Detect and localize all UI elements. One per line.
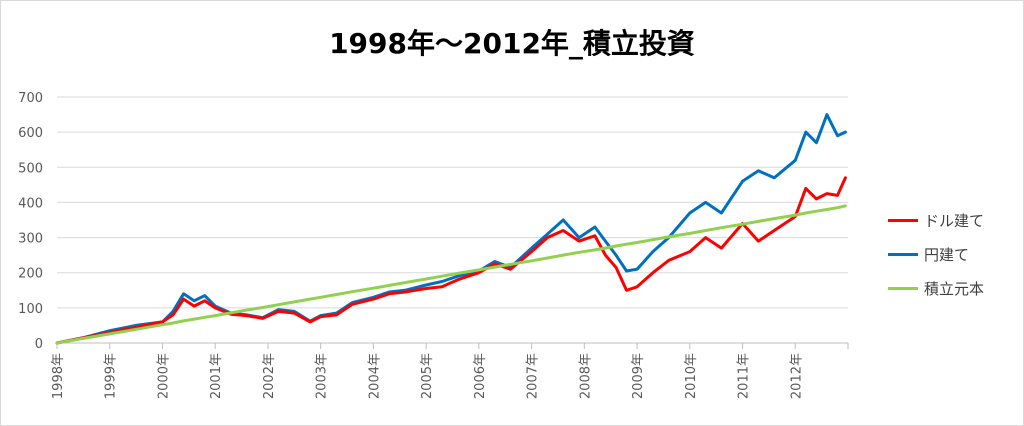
x-tick-label: 2000年: [156, 353, 171, 399]
chart-title: 1998年～2012年_積立投資: [329, 27, 695, 60]
legend-label-yen: 円建て: [924, 245, 970, 264]
legend-item-principal: 積立元本: [888, 271, 1018, 305]
y-tick-label: 100: [18, 302, 43, 317]
x-tick-label: 2011年: [737, 353, 752, 399]
x-tick-label: 2012年: [789, 353, 804, 399]
y-tick-label: 600: [18, 126, 43, 141]
series-line-1: [55, 113, 847, 345]
y-tick-label: 700: [18, 91, 43, 106]
legend-label-dollar: ドル建て: [924, 211, 985, 230]
x-tick-label: 1998年: [51, 353, 66, 399]
legend-swatch-yen: [888, 252, 918, 256]
x-tick-label: 2006年: [473, 353, 488, 399]
x-tick-label: 2003年: [315, 353, 330, 399]
series-line-0: [55, 176, 847, 345]
x-tick-label: 2010年: [684, 353, 699, 399]
x-tick-label: 2002年: [262, 353, 277, 399]
legend: ドル建て 円建て 積立元本: [888, 203, 1018, 305]
x-tick-label: 1999年: [104, 353, 119, 399]
y-tick-label: 300: [18, 232, 43, 247]
x-tick-label: 2001年: [209, 353, 224, 399]
y-tick-label: 500: [18, 161, 43, 176]
x-tick-label: 2009年: [631, 353, 646, 399]
y-tick-label: 0: [35, 337, 43, 352]
series-line-2: [55, 204, 847, 345]
y-tick-label: 200: [18, 267, 43, 282]
legend-swatch-principal: [888, 286, 918, 290]
x-tick-label: 2007年: [526, 353, 541, 399]
y-tick-label: 400: [18, 196, 43, 211]
legend-swatch-dollar: [888, 218, 918, 222]
legend-item-dollar: ドル建て: [888, 203, 1018, 237]
x-tick-label: 2008年: [578, 353, 593, 399]
x-tick-label: 2005年: [420, 353, 435, 399]
legend-item-yen: 円建て: [888, 237, 1018, 271]
x-tick-label: 2004年: [367, 353, 382, 399]
legend-label-principal: 積立元本: [924, 279, 985, 298]
